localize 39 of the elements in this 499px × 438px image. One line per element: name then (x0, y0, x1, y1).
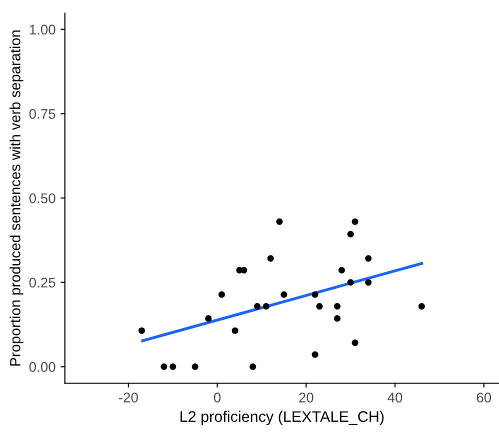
x-tick-label: -20 (118, 392, 138, 402)
x-tick-label: 60 (476, 392, 492, 402)
x-axis-title: L2 proficiency (LEXTALE_CH) (180, 410, 384, 426)
y-tick-label: 0.25 (29, 278, 56, 288)
y-tick-label: 0.00 (29, 362, 56, 372)
point (170, 363, 176, 370)
point (347, 279, 354, 286)
point (352, 218, 358, 225)
point (250, 363, 256, 370)
point (262, 303, 270, 310)
y-axis-title: Proportion produced sentences with verb separation (10, 30, 24, 366)
point (276, 218, 283, 225)
y-tick-label: 1.00 (30, 24, 56, 35)
point (347, 230, 354, 238)
point (338, 266, 345, 274)
point (365, 255, 372, 262)
point (254, 303, 261, 310)
point (218, 291, 226, 298)
point (334, 315, 341, 322)
point (192, 363, 198, 370)
point (365, 279, 372, 286)
point (312, 291, 318, 298)
x-tick-label: 0 (214, 392, 221, 402)
point (280, 291, 288, 298)
y-tick-label: 0.75 (29, 109, 56, 119)
point (267, 255, 274, 262)
x-tick-label: 20 (299, 392, 314, 402)
point (352, 339, 358, 346)
point (232, 327, 238, 334)
point (334, 303, 341, 310)
point (160, 363, 168, 370)
point (418, 303, 425, 310)
x-tick-label: 40 (388, 392, 402, 402)
point (205, 315, 212, 322)
point (312, 351, 318, 358)
point (240, 266, 248, 274)
y-tick-label: 0.50 (29, 193, 56, 204)
point (316, 303, 323, 310)
point (138, 327, 146, 334)
